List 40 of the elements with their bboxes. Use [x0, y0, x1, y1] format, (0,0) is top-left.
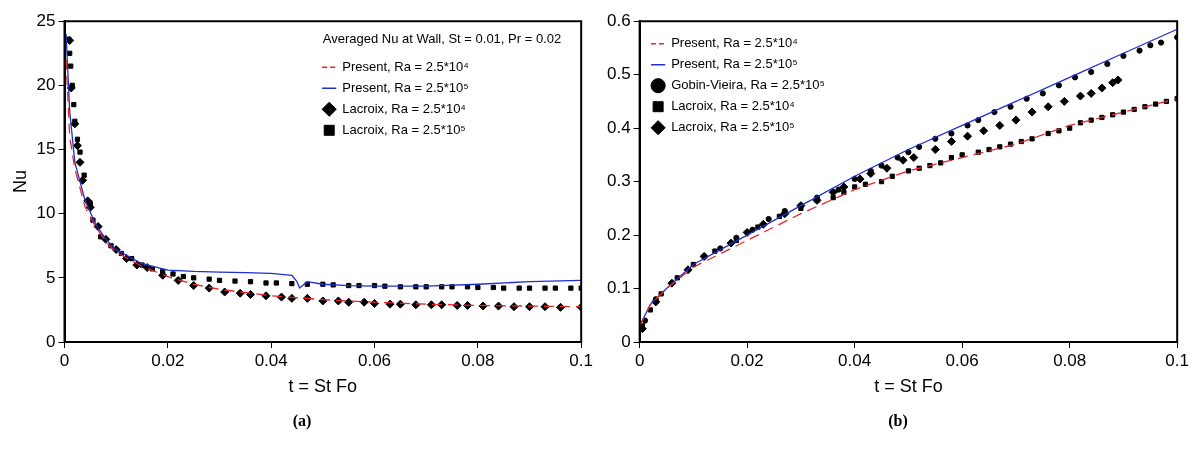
legend-label: Present, Ra = 2.5*10⁴ — [671, 35, 798, 51]
x-tick-label: 0.1 — [569, 350, 593, 370]
y-tick-label: 0.3 — [606, 171, 631, 191]
y-tick-label: 15 — [36, 139, 56, 159]
x-tick-label: 0.04 — [838, 350, 872, 370]
text: (b) — [888, 412, 908, 430]
x-tick-label: 0 — [59, 350, 70, 370]
legend-label: Present, Ra = 2.5*10⁴ — [342, 58, 469, 74]
legend-label: Present, Ra = 2.5*10⁵ — [671, 56, 798, 72]
y-tick-label: 0.5 — [606, 64, 631, 84]
x-tick-label: 0 — [634, 350, 645, 370]
x-tick-label: 0.08 — [1053, 350, 1087, 370]
x-tick-label: 0.1 — [1165, 350, 1189, 370]
x-tick-label: 0.02 — [151, 350, 185, 370]
legend-label: Gobin-Vieira, Ra = 2.5*10⁵ — [671, 77, 825, 93]
x-axis-title: t = St Fo — [288, 376, 358, 397]
legend-label: Present, Ra = 2.5*10⁵ — [342, 79, 469, 95]
y-tick-label: 0.1 — [606, 278, 631, 298]
y-tick-label: 25 — [36, 10, 56, 30]
x-axis-title: t = St Fo — [874, 376, 943, 397]
x-tick-label: 0.06 — [945, 350, 979, 370]
y-axis-title: Nu — [9, 170, 30, 194]
x-tick-label: 0.08 — [461, 350, 495, 370]
y-tick-label: 0.4 — [606, 117, 631, 137]
y-tick-label: 20 — [36, 75, 56, 95]
x-tick-label: 0.04 — [254, 350, 288, 370]
y-tick-label: 0 — [46, 331, 56, 351]
legend-label: Lacroix, Ra = 2.5*10⁴ — [671, 98, 795, 114]
x-tick-label: 0.06 — [357, 350, 392, 370]
legend-label: Lacroix, Ra = 2.5*10⁵ — [671, 119, 795, 135]
legend-label: Lacroix, Ra = 2.5*10⁵ — [342, 121, 466, 137]
y-tick-label: 10 — [36, 203, 56, 223]
y-tick-label: 5 — [46, 267, 56, 287]
legend-label: Lacroix, Ra = 2.5*10⁴ — [342, 100, 466, 116]
y-tick-label: 0.6 — [606, 10, 631, 30]
text: (a) — [292, 412, 312, 430]
y-tick-label: 0.2 — [606, 224, 631, 244]
x-tick-label: 0.02 — [730, 350, 764, 370]
legend-title: Averaged Nu at Wall, St = 0.01, Pr = 0.02 — [322, 31, 562, 47]
y-tick-label: 0 — [621, 331, 631, 351]
